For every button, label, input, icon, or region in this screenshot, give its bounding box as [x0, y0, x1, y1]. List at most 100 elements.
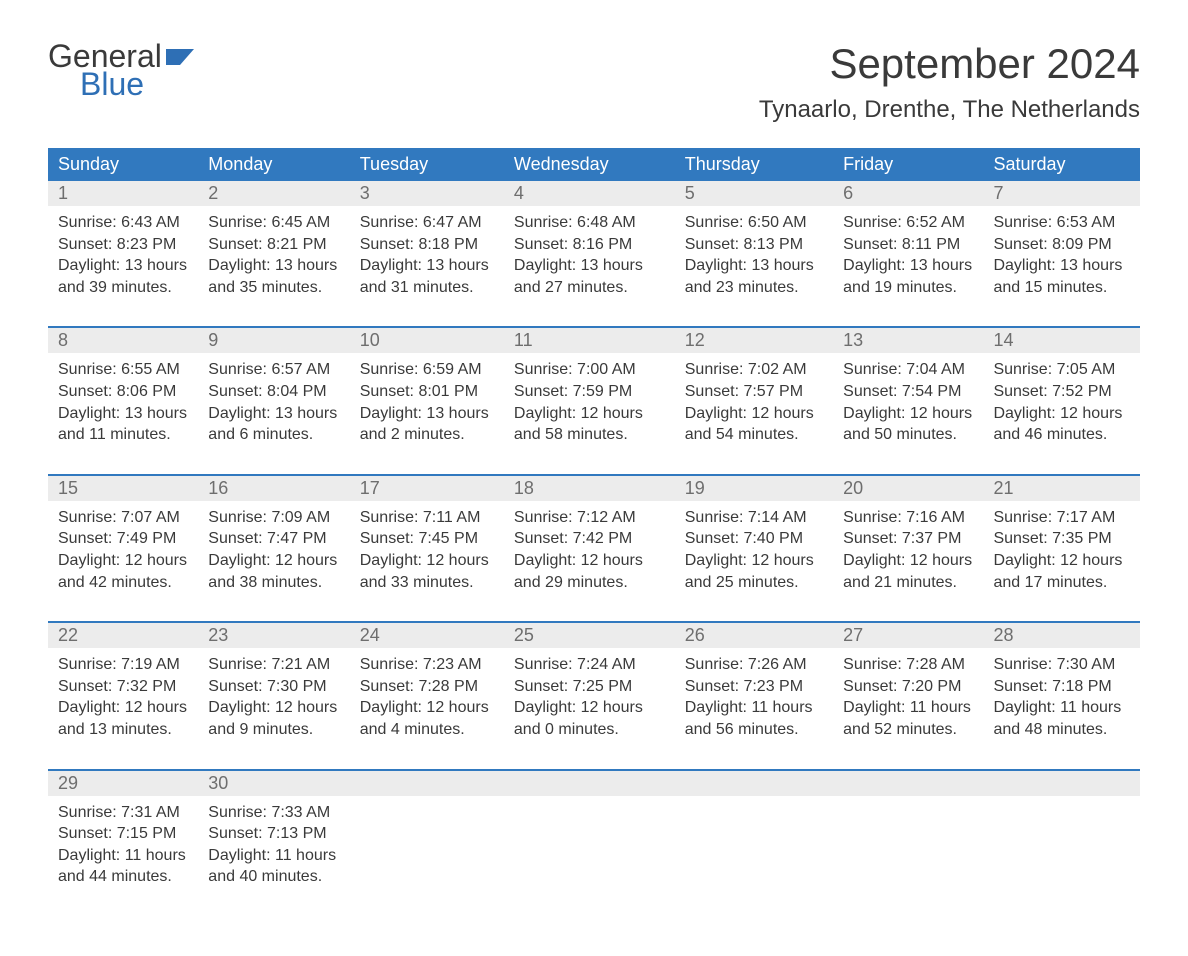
sunrise-line: Sunrise: 7:11 AM [360, 507, 494, 529]
sunrise-line: Sunrise: 6:43 AM [58, 212, 188, 234]
daylight-line: Daylight: 13 hours and 2 minutes. [360, 403, 494, 446]
dow-wednesday: Wednesday [504, 148, 675, 181]
sunset-line: Sunset: 7:37 PM [843, 528, 973, 550]
day-body-row: Sunrise: 7:19 AMSunset: 7:32 PMDaylight:… [48, 648, 1140, 769]
daylight-line: Daylight: 13 hours and 15 minutes. [993, 255, 1130, 298]
day-body-cell: Sunrise: 7:26 AMSunset: 7:23 PMDaylight:… [675, 648, 833, 769]
sunset-line: Sunset: 8:04 PM [208, 381, 339, 403]
sunrise-line: Sunrise: 6:48 AM [514, 212, 665, 234]
sunrise-line: Sunrise: 7:21 AM [208, 654, 339, 676]
daylight-line: Daylight: 11 hours and 56 minutes. [685, 697, 823, 740]
day-body-cell: Sunrise: 7:30 AMSunset: 7:18 PMDaylight:… [983, 648, 1140, 769]
day-body-cell [504, 796, 675, 916]
sunrise-line: Sunrise: 7:23 AM [360, 654, 494, 676]
daylight-line: Daylight: 13 hours and 23 minutes. [685, 255, 823, 298]
day-body-row: Sunrise: 7:07 AMSunset: 7:49 PMDaylight:… [48, 501, 1140, 622]
sunrise-line: Sunrise: 7:09 AM [208, 507, 339, 529]
daylight-line: Daylight: 12 hours and 58 minutes. [514, 403, 665, 446]
daylight-line: Daylight: 12 hours and 0 minutes. [514, 697, 665, 740]
day-number-cell [675, 771, 833, 796]
day-body-cell: Sunrise: 6:59 AMSunset: 8:01 PMDaylight:… [350, 353, 504, 474]
dow-sunday: Sunday [48, 148, 198, 181]
sunrise-line: Sunrise: 6:50 AM [685, 212, 823, 234]
day-body-cell [983, 796, 1140, 916]
day-number-cell: 19 [675, 476, 833, 501]
day-number-cell: 3 [350, 181, 504, 206]
day-body-cell [675, 796, 833, 916]
day-body-cell: Sunrise: 7:28 AMSunset: 7:20 PMDaylight:… [833, 648, 983, 769]
day-number-cell: 26 [675, 623, 833, 648]
daylight-line: Daylight: 13 hours and 27 minutes. [514, 255, 665, 298]
daylight-line: Daylight: 12 hours and 38 minutes. [208, 550, 339, 593]
sunset-line: Sunset: 7:52 PM [993, 381, 1130, 403]
sunrise-line: Sunrise: 7:14 AM [685, 507, 823, 529]
day-body-cell: Sunrise: 7:21 AMSunset: 7:30 PMDaylight:… [198, 648, 349, 769]
title-block: September 2024 Tynaarlo, Drenthe, The Ne… [759, 40, 1140, 124]
day-number-cell: 17 [350, 476, 504, 501]
day-number-row: 15161718192021 [48, 476, 1140, 501]
day-body-row: Sunrise: 7:31 AMSunset: 7:15 PMDaylight:… [48, 796, 1140, 916]
day-body-row: Sunrise: 6:43 AMSunset: 8:23 PMDaylight:… [48, 206, 1140, 327]
day-number-cell: 2 [198, 181, 349, 206]
logo: General Blue [48, 40, 196, 101]
day-body-cell: Sunrise: 7:16 AMSunset: 7:37 PMDaylight:… [833, 501, 983, 622]
daylight-line: Daylight: 12 hours and 42 minutes. [58, 550, 188, 593]
day-number-cell: 7 [983, 181, 1140, 206]
day-body-cell: Sunrise: 7:11 AMSunset: 7:45 PMDaylight:… [350, 501, 504, 622]
sunrise-line: Sunrise: 7:24 AM [514, 654, 665, 676]
logo-flag-icon [166, 40, 194, 74]
day-body-cell: Sunrise: 6:45 AMSunset: 8:21 PMDaylight:… [198, 206, 349, 327]
day-body-cell: Sunrise: 7:17 AMSunset: 7:35 PMDaylight:… [983, 501, 1140, 622]
sunrise-line: Sunrise: 7:02 AM [685, 359, 823, 381]
day-number-cell: 4 [504, 181, 675, 206]
sunset-line: Sunset: 8:11 PM [843, 234, 973, 256]
day-number-cell: 12 [675, 328, 833, 353]
day-number-row: 2930 [48, 771, 1140, 796]
month-title: September 2024 [759, 40, 1140, 88]
day-body-cell: Sunrise: 7:04 AMSunset: 7:54 PMDaylight:… [833, 353, 983, 474]
dow-friday: Friday [833, 148, 983, 181]
sunrise-line: Sunrise: 7:05 AM [993, 359, 1130, 381]
sunset-line: Sunset: 8:23 PM [58, 234, 188, 256]
day-number-cell: 22 [48, 623, 198, 648]
sunset-line: Sunset: 7:59 PM [514, 381, 665, 403]
sunrise-line: Sunrise: 6:52 AM [843, 212, 973, 234]
daylight-line: Daylight: 11 hours and 40 minutes. [208, 845, 339, 888]
day-body-cell: Sunrise: 7:33 AMSunset: 7:13 PMDaylight:… [198, 796, 349, 916]
daylight-line: Daylight: 12 hours and 13 minutes. [58, 697, 188, 740]
sunset-line: Sunset: 7:40 PM [685, 528, 823, 550]
calendar-table: Sunday Monday Tuesday Wednesday Thursday… [48, 148, 1140, 916]
sunrise-line: Sunrise: 6:45 AM [208, 212, 339, 234]
day-body-cell: Sunrise: 7:05 AMSunset: 7:52 PMDaylight:… [983, 353, 1140, 474]
sunset-line: Sunset: 7:54 PM [843, 381, 973, 403]
sunset-line: Sunset: 7:57 PM [685, 381, 823, 403]
day-body-cell: Sunrise: 6:57 AMSunset: 8:04 PMDaylight:… [198, 353, 349, 474]
daylight-line: Daylight: 13 hours and 11 minutes. [58, 403, 188, 446]
sunset-line: Sunset: 7:49 PM [58, 528, 188, 550]
sunset-line: Sunset: 8:13 PM [685, 234, 823, 256]
day-body-cell: Sunrise: 7:00 AMSunset: 7:59 PMDaylight:… [504, 353, 675, 474]
day-number-cell: 30 [198, 771, 349, 796]
sunrise-line: Sunrise: 7:26 AM [685, 654, 823, 676]
sunrise-line: Sunrise: 7:07 AM [58, 507, 188, 529]
daylight-line: Daylight: 11 hours and 48 minutes. [993, 697, 1130, 740]
sunrise-line: Sunrise: 7:16 AM [843, 507, 973, 529]
sunset-line: Sunset: 7:25 PM [514, 676, 665, 698]
sunset-line: Sunset: 8:06 PM [58, 381, 188, 403]
day-number-cell: 8 [48, 328, 198, 353]
day-number-cell: 18 [504, 476, 675, 501]
day-body-cell: Sunrise: 6:48 AMSunset: 8:16 PMDaylight:… [504, 206, 675, 327]
daylight-line: Daylight: 12 hours and 17 minutes. [993, 550, 1130, 593]
sunset-line: Sunset: 8:21 PM [208, 234, 339, 256]
day-body-cell: Sunrise: 7:14 AMSunset: 7:40 PMDaylight:… [675, 501, 833, 622]
dow-monday: Monday [198, 148, 349, 181]
day-number-cell: 13 [833, 328, 983, 353]
dow-tuesday: Tuesday [350, 148, 504, 181]
day-body-cell: Sunrise: 6:53 AMSunset: 8:09 PMDaylight:… [983, 206, 1140, 327]
daylight-line: Daylight: 13 hours and 6 minutes. [208, 403, 339, 446]
day-body-cell: Sunrise: 7:24 AMSunset: 7:25 PMDaylight:… [504, 648, 675, 769]
daylight-line: Daylight: 13 hours and 39 minutes. [58, 255, 188, 298]
sunset-line: Sunset: 7:23 PM [685, 676, 823, 698]
day-number-cell: 10 [350, 328, 504, 353]
sunrise-line: Sunrise: 7:00 AM [514, 359, 665, 381]
